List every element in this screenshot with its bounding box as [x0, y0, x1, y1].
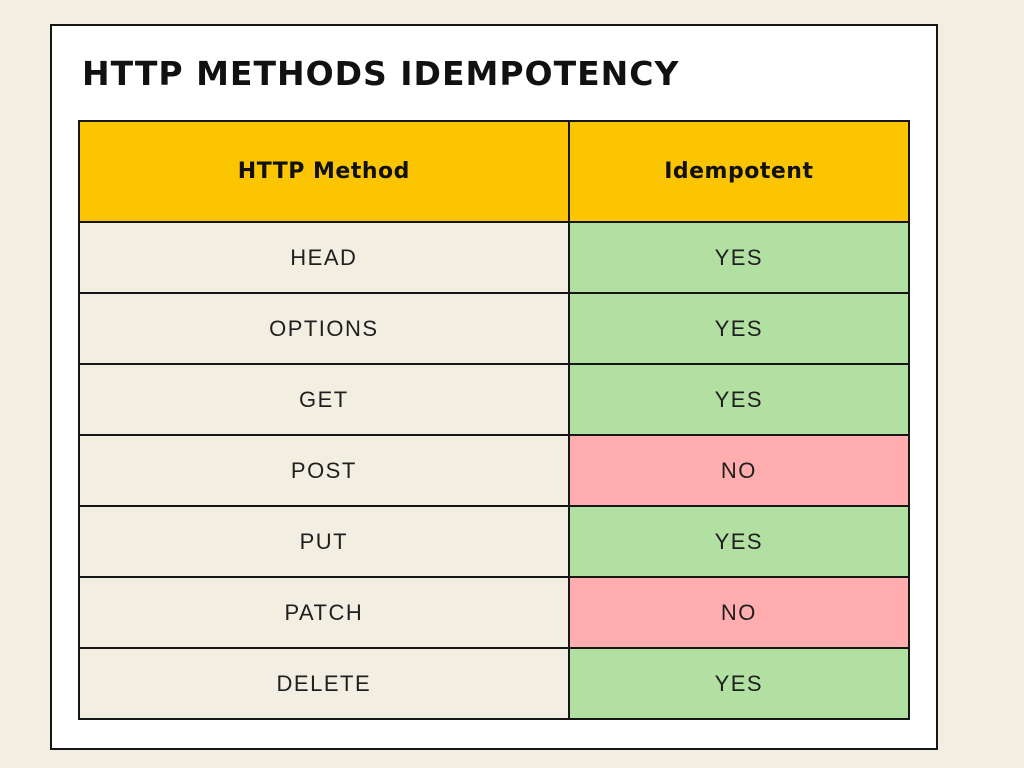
idempotent-cell: YES	[567, 505, 911, 578]
idempotency-table: HTTP Method Idempotent HEAD YES OPTIONS …	[78, 120, 911, 720]
header-http-method: HTTP Method	[78, 120, 570, 223]
method-cell: POST	[78, 434, 570, 507]
table-row: PATCH NO	[78, 576, 911, 649]
table-header: HTTP Method Idempotent	[78, 120, 911, 223]
table-row: POST NO	[78, 434, 911, 507]
header-row: HTTP Method Idempotent	[78, 120, 911, 223]
header-idempotent: Idempotent	[567, 120, 911, 223]
table-row: OPTIONS YES	[78, 292, 911, 365]
method-cell: OPTIONS	[78, 292, 570, 365]
method-cell: HEAD	[78, 221, 570, 294]
idempotent-cell: NO	[567, 576, 911, 649]
table-row: HEAD YES	[78, 221, 911, 294]
table-row: DELETE YES	[78, 647, 911, 720]
table-row: PUT YES	[78, 505, 911, 578]
idempotent-cell: YES	[567, 221, 911, 294]
idempotent-cell: NO	[567, 434, 911, 507]
page-title: HTTP METHODS IDEMPOTENCY	[82, 54, 680, 93]
method-cell: PUT	[78, 505, 570, 578]
content-card: HTTP METHODS IDEMPOTENCY HTTP Method Ide…	[50, 24, 938, 750]
method-cell: GET	[78, 363, 570, 436]
idempotent-cell: YES	[567, 292, 911, 365]
table-body: HEAD YES OPTIONS YES GET YES POST NO PUT…	[78, 221, 911, 720]
idempotent-cell: YES	[567, 647, 911, 720]
idempotent-cell: YES	[567, 363, 911, 436]
method-cell: DELETE	[78, 647, 570, 720]
method-cell: PATCH	[78, 576, 570, 649]
table-row: GET YES	[78, 363, 911, 436]
